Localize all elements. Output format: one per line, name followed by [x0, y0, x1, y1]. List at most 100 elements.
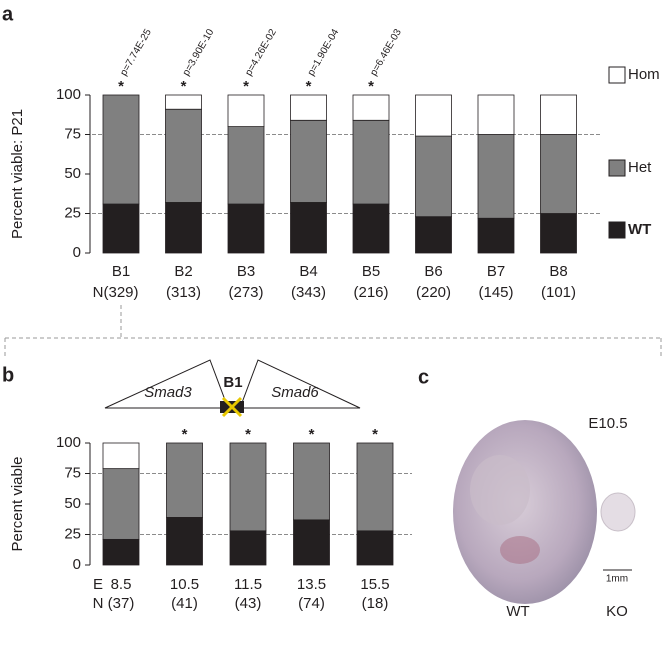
- significance-marker: *: [309, 426, 315, 443]
- bar-segment: [102, 203, 140, 254]
- significance-marker: *: [243, 78, 249, 95]
- legend-label: Het: [628, 159, 652, 176]
- scale-label: 1mm: [606, 574, 628, 585]
- x-prefix: E: [93, 576, 103, 593]
- legend-swatch: [608, 159, 626, 177]
- x-tick-label: B2: [174, 263, 192, 280]
- p-value: p=7.74E-25: [118, 27, 154, 78]
- bar-segment: [102, 468, 140, 540]
- panel-label: a: [2, 3, 14, 25]
- bar-segment: [102, 538, 140, 566]
- bar-segment: [352, 203, 390, 254]
- significance-marker: *: [368, 78, 374, 95]
- y-tick-label: 50: [64, 165, 81, 182]
- gene-label: Smad6: [271, 384, 319, 401]
- p-value: p=6.46E-03: [368, 27, 404, 78]
- bar-segment: [102, 94, 140, 205]
- y-tick-label: 0: [73, 244, 81, 261]
- n-label: (329): [103, 284, 138, 301]
- y-tick-label: 0: [73, 556, 81, 573]
- n-prefix: N: [93, 595, 104, 612]
- n-label: (216): [353, 284, 388, 301]
- bar-segment: [415, 94, 452, 137]
- y-tick-label: 25: [64, 525, 81, 542]
- bar-segment: [540, 213, 577, 254]
- x-tick-label: 11.5: [234, 576, 262, 593]
- x-tick-label: B4: [299, 263, 317, 280]
- legend-swatch: [608, 221, 626, 239]
- panel-label: b: [2, 364, 14, 386]
- bar-segment: [415, 135, 452, 218]
- y-axis-label: Percent viable: P21: [9, 109, 26, 239]
- n-label: (220): [416, 284, 451, 301]
- bar-segment: [290, 202, 327, 254]
- n-label: (18): [362, 595, 389, 612]
- significance-marker: *: [245, 426, 251, 443]
- gene-label: Smad3: [144, 384, 192, 401]
- bar-segment: [477, 217, 515, 254]
- bar-segment: [165, 202, 202, 254]
- bar-segment: [540, 94, 577, 135]
- x-tick-label: 8.5: [111, 576, 132, 593]
- x-tick-label: 15.5: [360, 576, 389, 593]
- embryo-image: [600, 492, 636, 532]
- bar-segment: [227, 126, 265, 205]
- connector: [4, 305, 662, 356]
- embryo-detail: [500, 536, 540, 564]
- bar-segment: [166, 442, 203, 518]
- gene-triangle: [239, 359, 361, 409]
- n-label: (41): [171, 595, 198, 612]
- bar-segment: [477, 134, 515, 219]
- panel-c: c E10.5 1mm WT KO: [418, 366, 636, 620]
- n-label: (145): [478, 284, 513, 301]
- x-tick-label: 13.5: [297, 576, 326, 593]
- panel-label: c: [418, 366, 429, 388]
- bar-segment: [352, 94, 390, 121]
- bar-segment: [352, 119, 390, 205]
- genotype-label: WT: [506, 603, 529, 620]
- genotype-label: KO: [606, 603, 628, 620]
- legend-label: WT: [628, 221, 651, 238]
- n-label: (343): [291, 284, 326, 301]
- x-tick-label: B8: [549, 263, 567, 280]
- bar-segment: [102, 442, 140, 470]
- x-tick-label: B7: [487, 263, 505, 280]
- y-tick-label: 75: [64, 125, 81, 142]
- embryo-detail: [470, 455, 530, 525]
- bar-segment: [165, 108, 202, 203]
- bar-segment: [477, 94, 515, 135]
- bar-segment: [356, 530, 394, 566]
- n-label: (43): [235, 595, 262, 612]
- bar-segment: [166, 517, 203, 566]
- bar-segment: [227, 94, 265, 128]
- p-value: p=3.90E-10: [181, 27, 217, 78]
- x-tick-label: 10.5: [170, 576, 199, 593]
- n-label: (74): [298, 595, 325, 612]
- legend-swatch: [608, 66, 626, 84]
- x-tick-label: B5: [362, 263, 380, 280]
- significance-marker: *: [182, 426, 188, 443]
- p-value: p=4.26E-02: [243, 27, 279, 78]
- n-prefix: N: [93, 284, 104, 301]
- locus-label: B1: [223, 374, 242, 391]
- bar-segment: [290, 119, 327, 203]
- bar-segment: [229, 442, 267, 532]
- p-value: p=1.90E-04: [306, 27, 342, 78]
- significance-marker: *: [372, 426, 378, 443]
- n-label: (37): [108, 595, 135, 612]
- bar-segment: [540, 134, 577, 214]
- y-tick-label: 75: [64, 464, 81, 481]
- bar-segment: [165, 94, 202, 110]
- x-tick-label: B3: [237, 263, 255, 280]
- significance-marker: *: [118, 78, 124, 95]
- bar-segment: [293, 442, 330, 521]
- bar-segment: [293, 519, 330, 566]
- bar-segment: [415, 216, 452, 254]
- y-tick-label: 25: [64, 204, 81, 221]
- x-tick-label: B6: [424, 263, 442, 280]
- legend-label: Hom: [628, 66, 660, 83]
- y-tick-label: 100: [56, 434, 81, 451]
- n-label: (273): [228, 284, 263, 301]
